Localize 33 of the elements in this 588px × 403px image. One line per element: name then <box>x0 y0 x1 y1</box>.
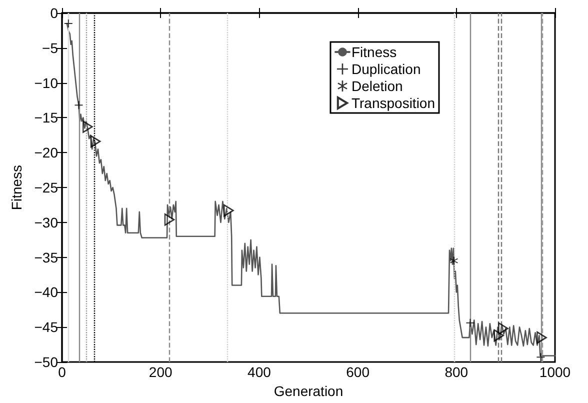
legend-label: Transposition <box>351 95 436 111</box>
y-tick-label: −45 <box>34 319 58 336</box>
y-tick-label: −15 <box>34 110 58 126</box>
point <box>466 318 474 327</box>
y-tick-label: −40 <box>34 284 58 300</box>
point <box>82 120 93 133</box>
point <box>450 256 458 265</box>
point <box>164 213 175 226</box>
x-axis-title: Generation <box>274 383 344 399</box>
y-tick-label: −20 <box>34 144 58 161</box>
x-tick-label: 800 <box>444 364 468 380</box>
point <box>536 331 547 344</box>
y-tick-label: −10 <box>34 74 58 91</box>
y-tick-label: −5 <box>42 40 58 56</box>
y-axis-title: Fitness <box>8 164 24 210</box>
point <box>536 353 545 362</box>
legend-label: Fitness <box>351 44 397 60</box>
legend-label: Deletion <box>351 78 403 94</box>
y-tick-label: −25 <box>34 180 58 196</box>
y-tick-label: −50 <box>34 354 58 370</box>
x-tick-label: 1000 <box>539 364 571 380</box>
point <box>64 19 72 28</box>
point <box>223 204 234 217</box>
y-tick-label: 0 <box>50 5 58 21</box>
y-tick-label: −35 <box>34 249 58 266</box>
point <box>498 322 508 335</box>
legend-label: Duplication <box>351 61 421 77</box>
x-tick-label: 400 <box>248 364 272 380</box>
x-tick-label: 600 <box>346 364 370 380</box>
point <box>494 329 504 342</box>
y-tick-label: −30 <box>34 214 58 230</box>
point <box>90 135 101 148</box>
x-tick-label: 200 <box>148 364 172 380</box>
